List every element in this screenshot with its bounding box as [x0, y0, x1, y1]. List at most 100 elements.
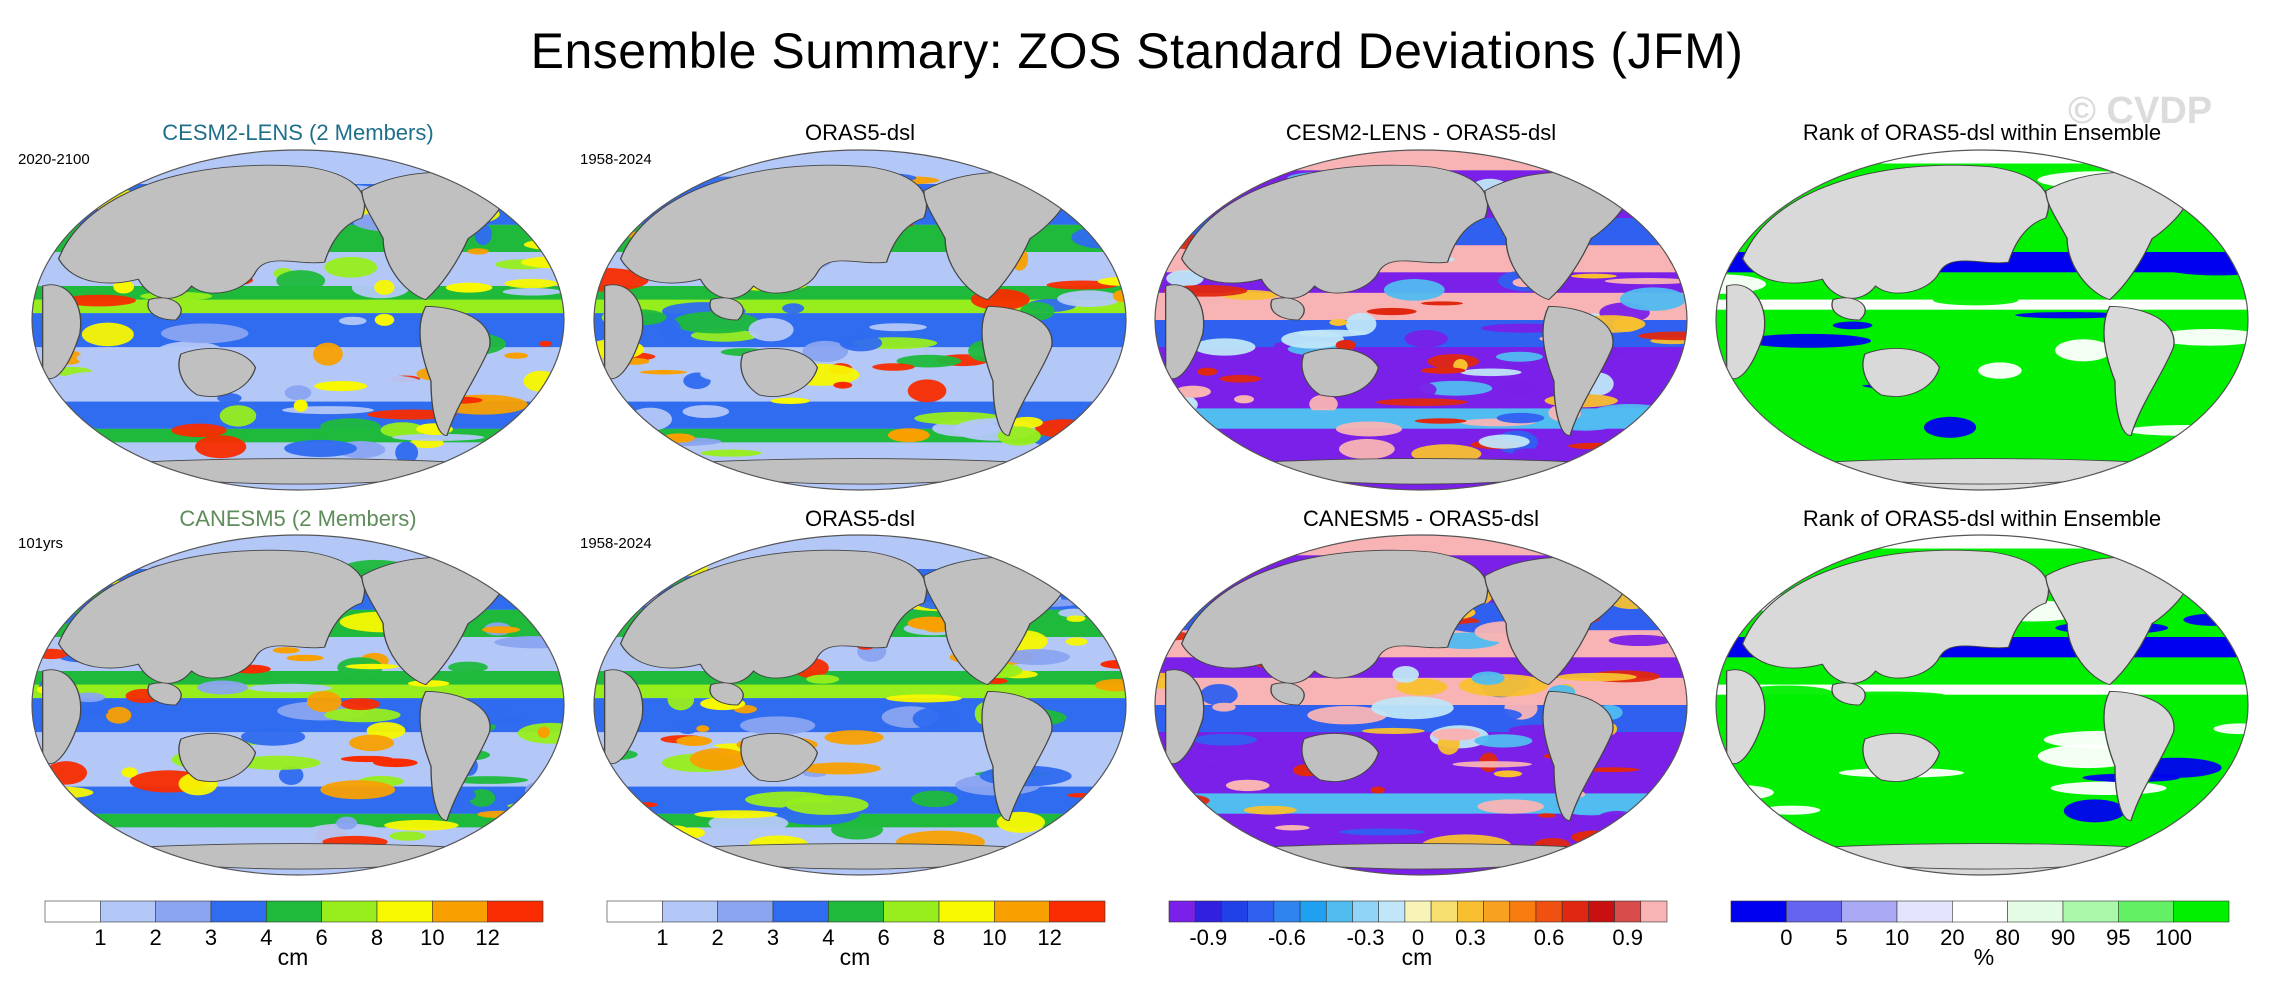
colorbar-tick-label: -0.3 [1346, 925, 1385, 950]
colorbar-swatch [266, 900, 322, 923]
colorbar-swatch [938, 900, 995, 923]
colorbar-tick-label: 6 [877, 925, 890, 950]
panel-period: 2020-2100 [18, 151, 90, 168]
colorbar-swatch [1430, 900, 1458, 923]
panel-title: CESM2-LENS (2 Members) [162, 120, 434, 145]
colorbar-tick-label: -0.9 [1189, 925, 1228, 950]
colorbar-swatch [883, 900, 940, 923]
colorbar-tick-label: 0.3 [1455, 925, 1486, 950]
colorbar-tick-label: 2 [711, 925, 724, 950]
colorbar-tick-label: -0.6 [1267, 925, 1306, 950]
colorbar-swatch [1588, 900, 1615, 923]
colorbar-tick-label: 1 [94, 925, 107, 950]
colorbar-swatch [1952, 900, 2008, 923]
colorbar-tick-label: 6 [315, 925, 328, 950]
colorbar-tick-label: 1 [656, 925, 669, 950]
colorbar-tick-label: 3 [204, 925, 218, 950]
colorbar-tick-label: 4 [822, 925, 835, 950]
panel-title: CANESM5 (2 Members) [179, 506, 417, 531]
colorbar-swatch [2062, 900, 2119, 923]
colorbar-swatch [1786, 900, 1842, 923]
colorbar-tick-label: 0 [1411, 925, 1425, 950]
colorbar-swatch [487, 900, 544, 923]
colorbar-swatch [1561, 900, 1589, 923]
colorbar-swatch [376, 900, 433, 923]
map-diff [1154, 149, 1688, 491]
panel-title: CANESM5 - ORAS5-dsl [1303, 506, 1539, 531]
colorbar-swatch [1509, 900, 1537, 923]
colorbar-tick-label: 12 [475, 925, 500, 950]
colorbar-swatch [662, 900, 718, 923]
panel-title: ORAS5-dsl [804, 506, 916, 531]
colorbar-unit: cm [277, 944, 309, 970]
colorbar-swatch [828, 900, 884, 923]
colorbar-swatch [606, 900, 663, 923]
colorbar-tick-label: 12 [1037, 925, 1062, 950]
colorbar-swatch [1273, 900, 1301, 923]
colorbar-swatch [432, 900, 488, 923]
colorbar-tick-label: 5 [1835, 925, 1848, 950]
colorbar-tick-label: 20 [1940, 925, 1965, 950]
figure-title: Ensemble Summary: ZOS Standard Deviation… [530, 23, 1744, 79]
colorbar-swatch [1614, 900, 1642, 923]
panel-title: ORAS5-dsl [804, 120, 916, 145]
colorbar-swatch [1325, 900, 1353, 923]
map-rank [1715, 534, 2249, 876]
colorbar [44, 900, 544, 923]
watermark: © CVDP [2068, 90, 2213, 132]
map-std [31, 149, 565, 491]
panel-period: 1958-2024 [580, 151, 652, 168]
colorbar-swatch [321, 900, 378, 923]
colorbar-swatch [1247, 900, 1275, 923]
colorbar-swatch [1535, 900, 1563, 923]
panel-title: Rank of ORAS5-dsl within Ensemble [1802, 120, 2162, 145]
colorbar-swatch [1457, 900, 1484, 923]
colorbar-swatch [2118, 900, 2174, 923]
colorbar-swatch [1640, 900, 1668, 923]
colorbar-swatch [1483, 900, 1511, 923]
colorbar-tick-label: 0.6 [1533, 925, 1565, 950]
colorbar-tick-label: 8 [932, 925, 946, 950]
map-diff [1154, 534, 1688, 876]
colorbar-tick-label: 90 [2050, 925, 2076, 950]
colorbar [606, 900, 1106, 923]
colorbar-tick-label: 10 [1884, 925, 1910, 950]
colorbar-swatch [994, 900, 1050, 923]
colorbar-swatch [2173, 900, 2230, 923]
colorbar-swatch [772, 900, 829, 923]
colorbar [1168, 900, 1668, 923]
colorbar-tick-label: 10 [982, 925, 1007, 950]
colorbar-swatch [1221, 900, 1248, 923]
colorbar-tick-label: 8 [370, 925, 384, 950]
colorbar-swatch [2007, 900, 2064, 923]
colorbar-swatch [44, 900, 101, 923]
colorbar-swatch [1049, 900, 1106, 923]
colorbar-tick-label: 4 [260, 925, 273, 950]
colorbar-swatch [1299, 900, 1327, 923]
colorbar-swatch [1378, 900, 1406, 923]
colorbar-swatch [1352, 900, 1379, 923]
colorbar-unit: cm [1401, 944, 1433, 970]
map-std [593, 149, 1127, 491]
colorbar-tick-label: 100 [2155, 925, 2193, 950]
colorbar [1730, 900, 2230, 923]
colorbar-tick-label: 0.9 [1612, 925, 1643, 950]
colorbar-swatch [717, 900, 774, 923]
colorbar-tick-label: 10 [420, 925, 445, 950]
map-std [593, 534, 1127, 876]
colorbar-swatch [155, 900, 212, 923]
colorbar-swatch [100, 900, 156, 923]
colorbar-unit: cm [839, 944, 871, 970]
colorbar-swatch [210, 900, 267, 923]
colorbar-swatch [1168, 900, 1196, 923]
colorbar-tick-label: 95 [2106, 925, 2131, 950]
colorbar-swatch [1404, 900, 1432, 923]
panel-title: Rank of ORAS5-dsl within Ensemble [1802, 506, 2162, 531]
panel-period: 101yrs [18, 535, 64, 552]
colorbar-swatch [1730, 900, 1787, 923]
colorbar-unit: % [1973, 944, 1995, 970]
map-rank [1715, 149, 2249, 491]
colorbar-tick-label: 3 [766, 925, 780, 950]
colorbar-swatch [1194, 900, 1222, 923]
map-std [31, 534, 565, 876]
